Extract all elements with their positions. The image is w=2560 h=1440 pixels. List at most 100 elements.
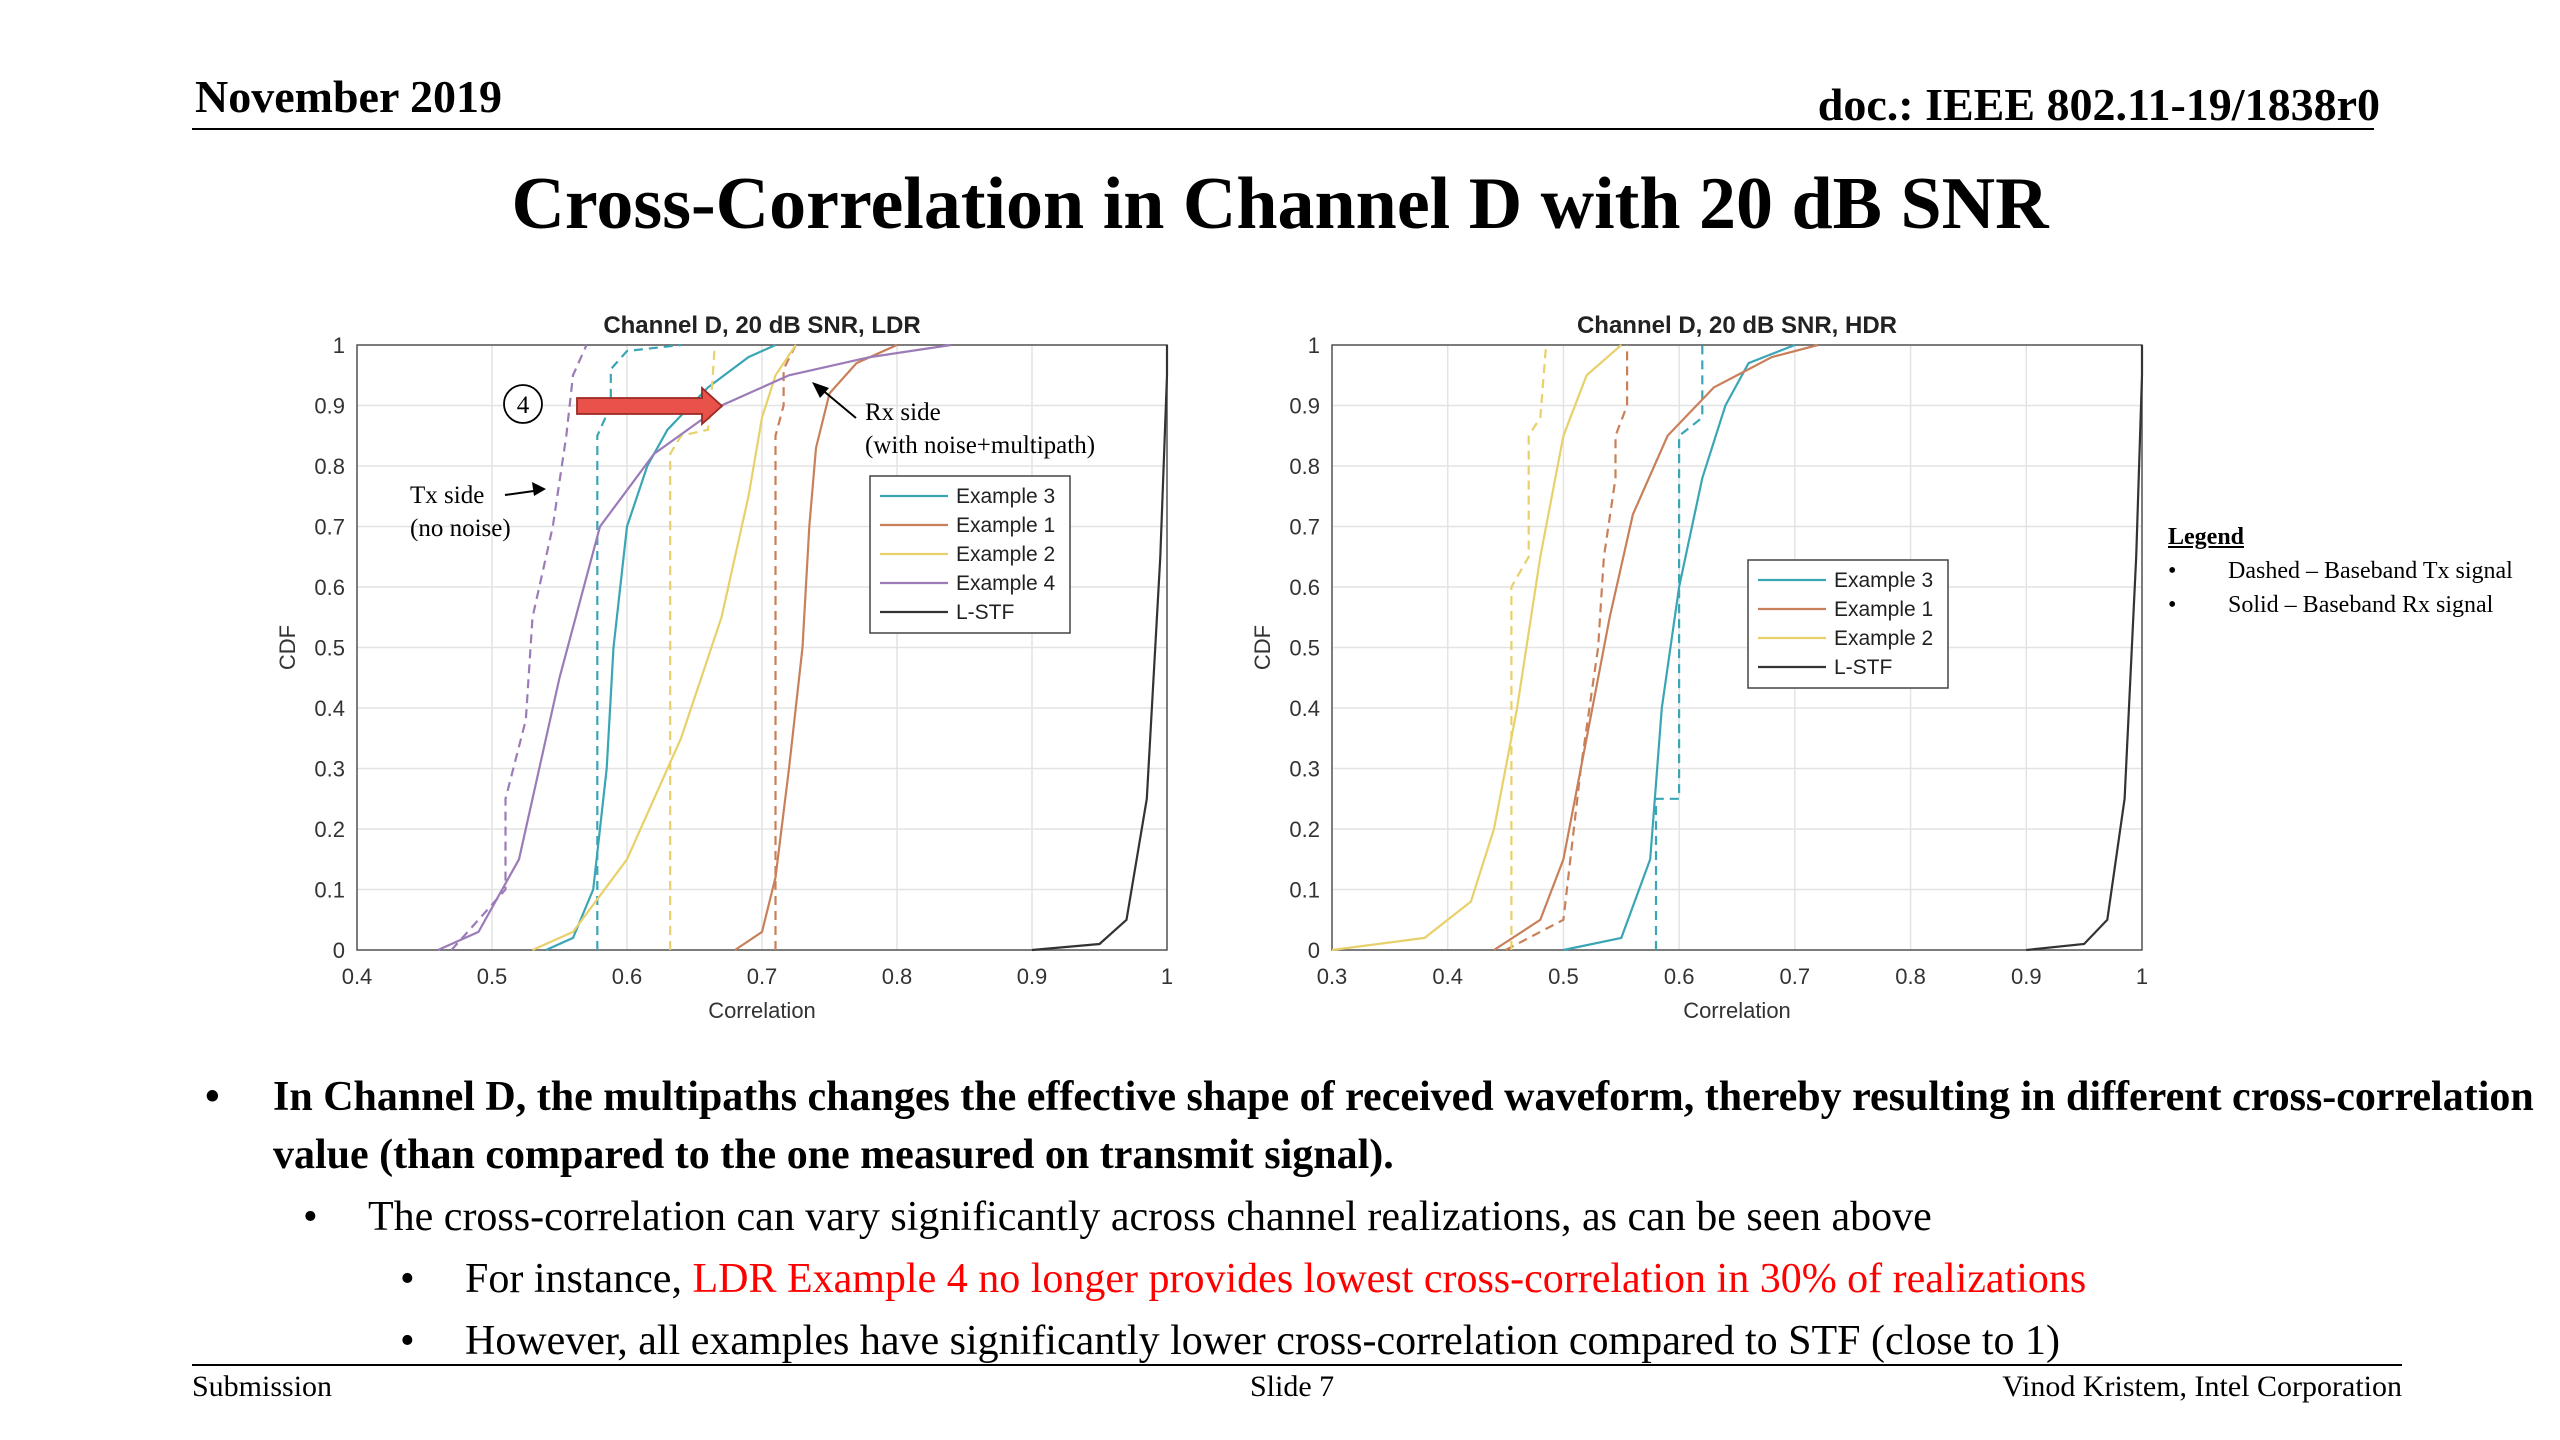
- x-tick-label: 0.8: [882, 964, 913, 989]
- y-tick-label: 0.7: [1289, 515, 1320, 540]
- y-tick-label: 0.6: [1289, 575, 1320, 600]
- bullet-marker: •: [400, 1318, 415, 1364]
- rx-side-label: Rx side: [865, 399, 941, 426]
- series-l-stf-solid: [2026, 345, 2144, 952]
- bullet-marker: •: [205, 1074, 220, 1120]
- y-tick-label: 0.3: [1289, 757, 1320, 782]
- legend-entry: Example 3: [956, 485, 1055, 508]
- x-tick-label: 0.9: [2011, 964, 2042, 989]
- x-tick-label: 1: [2136, 964, 2148, 989]
- series-l-stf-solid: [1031, 345, 1169, 952]
- tx-side-label: (no noise): [410, 515, 511, 542]
- series-example-3-solid: [1563, 343, 1796, 952]
- y-tick-label: 0.2: [1289, 817, 1320, 842]
- legend-entry: Example 2: [956, 543, 1055, 566]
- footer-author: Vinod Kristem, Intel Corporation: [2002, 1370, 2402, 1403]
- legend-entry: L-STF: [1834, 656, 1892, 679]
- chart-hdr: 0.3 0.4 0.5 0.6 0.7 0.8 0.9 1 0 0.1 0.2 0.3 0.4 0.5 0.…: [1250, 312, 2148, 1023]
- legend-note: Legend • Dashed – Baseband Tx signal • Sol…: [2168, 520, 2513, 622]
- rx-side-label: (with noise+multipath): [865, 432, 1095, 459]
- bullet-text-prefix: For instance,: [465, 1256, 693, 1302]
- x-tick-label: 0.4: [342, 964, 373, 989]
- legend-entry: Example 1: [1834, 598, 1933, 621]
- y-tick-label: 0.5: [314, 636, 345, 661]
- legend-note-item-solid: • Solid – Baseband Rx signal: [2168, 592, 2494, 618]
- bullet-item-1: • In Channel D, the multipaths changes t…: [205, 1068, 2535, 1184]
- bullet-list: • In Channel D, the multipaths changes t…: [205, 1068, 2535, 1374]
- series-example-1-dashed: [1505, 345, 1629, 951]
- bullet-marker: •: [303, 1194, 318, 1240]
- bullet-item-4: • However, all examples have significant…: [400, 1312, 2535, 1370]
- series-example-3-dashed: [596, 343, 682, 950]
- legend-entry: Example 1: [956, 514, 1055, 537]
- legend-note-title: Legend: [2168, 524, 2245, 550]
- y-tick-label: 0.8: [314, 454, 345, 479]
- legend-entry: Example 3: [1834, 569, 1933, 592]
- bullet-text: In Channel D, the multipaths changes the…: [273, 1074, 2534, 1178]
- footer-divider: [192, 1364, 2402, 1366]
- slide-title: Cross-Correlation in Channel D with 20 d…: [511, 163, 2049, 245]
- series-example-2-solid: [532, 344, 797, 952]
- y-tick-label: 0: [1308, 938, 1320, 963]
- series-example-2-dashed: [669, 344, 716, 950]
- header-doc-id: doc.: IEEE 802.11-19/1838r0: [1817, 79, 2380, 130]
- y-tick-label: 0.2: [314, 817, 345, 842]
- series-example-3-dashed: [1654, 345, 1704, 950]
- y-tick-label: 0: [333, 938, 345, 963]
- y-tick-label: 1: [333, 333, 345, 358]
- x-axis-label: Correlation: [708, 998, 816, 1023]
- header-date: November 2019: [195, 71, 503, 122]
- tx-side-label: Tx side: [410, 482, 484, 509]
- series-example-1-dashed: [774, 344, 797, 950]
- y-axis-label: CDF: [275, 625, 300, 670]
- series-example-4-dashed: [450, 344, 588, 951]
- x-tick-label: 0.5: [477, 964, 508, 989]
- y-tick-label: 0.9: [1289, 394, 1320, 419]
- footer-slide-number: Slide 7: [1250, 1370, 1335, 1403]
- series-example-1-solid: [734, 343, 898, 951]
- y-tick-label: 0.6: [314, 575, 345, 600]
- series-example-3-solid: [545, 343, 776, 952]
- marker-label: 4: [517, 392, 530, 419]
- legend-note-item-dashed: • Dashed – Baseband Tx signal: [2168, 558, 2513, 584]
- x-tick-label: 0.5: [1548, 964, 1579, 989]
- y-tick-label: 0.1: [1289, 878, 1320, 903]
- x-tick-label: 0.9: [1017, 964, 1048, 989]
- x-tick-label: 0.3: [1317, 964, 1348, 989]
- header-divider: [192, 128, 2374, 130]
- rx-pointer-line: [819, 387, 857, 419]
- bullet-text: For instance, LDR Example 4 no longer pr…: [465, 1250, 2086, 1308]
- bullet-item-2: • The cross-correlation can vary signifi…: [303, 1188, 2535, 1246]
- x-axis-label: Correlation: [1683, 998, 1791, 1023]
- bullet-text: However, all examples have significantly…: [465, 1318, 2060, 1364]
- x-tick-label: 0.6: [1664, 964, 1695, 989]
- bullet-item-3: • For instance, LDR Example 4 no longer …: [400, 1250, 2535, 1308]
- bullet-marker: •: [400, 1256, 415, 1302]
- axes-frame: [356, 344, 1168, 951]
- chart-ldr: 0.4 0.5 0.6 0.7 0.8 0.9 1 0 0.1 0.2 0.3 0.4 0.5 0.6 0.…: [275, 312, 1173, 1023]
- x-tick-label: 1: [1161, 964, 1173, 989]
- y-tick-label: 0.1: [314, 878, 345, 903]
- x-tick-label: 0.7: [1780, 964, 1811, 989]
- legend-entry: Example 4: [956, 572, 1056, 595]
- x-tick-label: 0.8: [1895, 964, 1926, 989]
- y-axis-label: CDF: [1250, 625, 1275, 670]
- y-tick-label: 0.7: [314, 515, 345, 540]
- legend-entry: L-STF: [956, 601, 1014, 624]
- y-tick-label: 0.5: [1289, 636, 1320, 661]
- rx-pointer-arrowhead: [812, 382, 829, 398]
- footer-submission: Submission: [192, 1370, 333, 1403]
- series-example-4-solid: [437, 343, 952, 952]
- y-tick-label: 0.3: [314, 757, 345, 782]
- marker-circle: [503, 384, 543, 424]
- y-tick-label: 0.4: [1289, 696, 1320, 721]
- red-arrow-icon: [576, 385, 724, 427]
- y-tick-label: 1: [1308, 333, 1320, 358]
- series-example-2-solid: [1331, 344, 1623, 952]
- x-tick-label: 0.6: [612, 964, 643, 989]
- axes-frame: [1331, 344, 2143, 951]
- y-tick-label: 0.9: [314, 394, 345, 419]
- bullet-text-highlight: LDR Example 4 no longer provides lowest …: [692, 1256, 2087, 1302]
- y-tick-label: 0.4: [314, 696, 345, 721]
- chart-title: Channel D, 20 dB SNR, HDR: [1577, 312, 1897, 339]
